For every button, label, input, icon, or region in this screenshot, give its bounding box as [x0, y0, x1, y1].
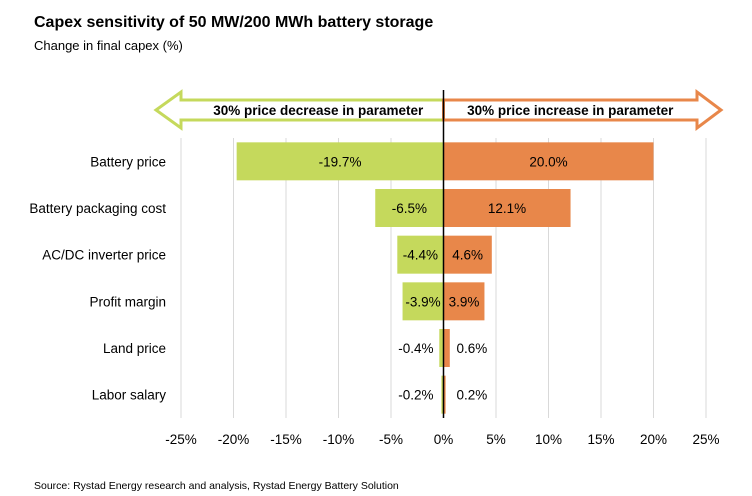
data-label-increase: 0.2%	[457, 388, 488, 403]
bar-increase	[443, 189, 571, 227]
bar-increase	[443, 235, 492, 274]
x-tick-label: -25%	[165, 432, 197, 447]
data-label-decrease: -19.7%	[319, 154, 362, 169]
bar-decrease	[441, 375, 444, 414]
decrease-arrow	[153, 89, 445, 131]
x-tick-label: 20%	[640, 432, 667, 447]
category-label: Battery packaging cost	[29, 201, 166, 216]
data-label-decrease: -0.2%	[398, 388, 433, 403]
increase-arrow-label: 30% price increase in parameter	[467, 103, 674, 118]
data-label-increase: 12.1%	[488, 201, 526, 216]
x-tick-label: 25%	[692, 432, 719, 447]
decrease-arrow-label: 30% price decrease in parameter	[213, 103, 424, 118]
data-label-decrease: -4.4%	[403, 248, 438, 263]
x-tick-label: -5%	[379, 432, 403, 447]
bar-decrease	[402, 282, 444, 321]
bar-increase	[443, 282, 485, 321]
source-note: Source: Rystad Energy research and analy…	[34, 480, 399, 492]
data-label-increase: 20.0%	[529, 154, 567, 169]
bar-increase	[443, 329, 450, 367]
category-label: Labor salary	[92, 388, 167, 403]
x-tick-label: 0%	[434, 432, 454, 447]
category-label: Profit margin	[89, 294, 166, 309]
x-tick-label: -15%	[270, 432, 302, 447]
x-tick-label: -20%	[218, 432, 250, 447]
x-tick-label: 5%	[486, 432, 506, 447]
x-tick-label: -10%	[323, 432, 355, 447]
increase-arrow	[442, 89, 724, 131]
bar-decrease	[236, 142, 444, 181]
chart-subtitle: Change in final capex (%)	[34, 38, 183, 53]
data-label-increase: 4.6%	[452, 248, 483, 263]
chart-title: Capex sensitivity of 50 MW/200 MWh batte…	[34, 14, 434, 31]
bar-decrease	[439, 329, 444, 367]
x-tick-label: 15%	[587, 432, 614, 447]
category-label: AC/DC inverter price	[42, 248, 166, 263]
category-label: Battery price	[90, 154, 166, 169]
data-label-increase: 3.9%	[449, 294, 480, 309]
data-label-decrease: -3.9%	[405, 294, 440, 309]
bar-increase	[443, 142, 654, 181]
data-label-increase: 0.6%	[457, 341, 488, 356]
data-label-decrease: -0.4%	[398, 341, 433, 356]
bar-decrease	[397, 235, 444, 274]
bar-decrease	[375, 189, 444, 227]
category-label: Land price	[103, 341, 166, 356]
data-label-decrease: -6.5%	[392, 201, 427, 216]
bar-increase	[443, 375, 446, 414]
x-tick-label: 10%	[535, 432, 562, 447]
